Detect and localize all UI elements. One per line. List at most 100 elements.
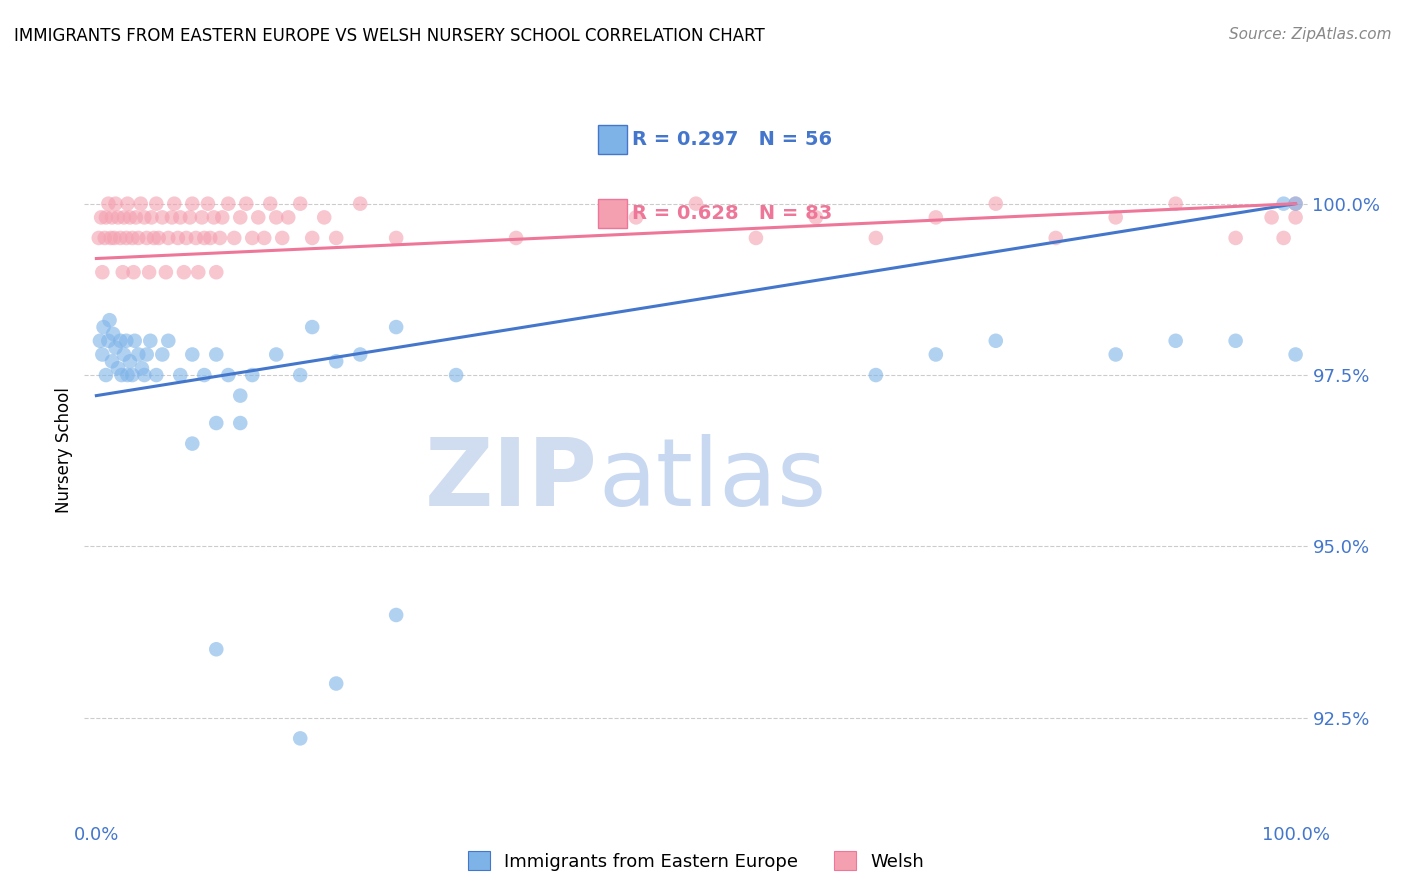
Point	[444, 368, 467, 382]
Point	[290, 196, 312, 211]
Point	[349, 347, 371, 361]
Point	[984, 334, 1007, 348]
Point	[197, 196, 219, 211]
Point	[1045, 231, 1067, 245]
Point	[141, 211, 163, 225]
Point	[385, 607, 408, 622]
Point	[325, 231, 347, 245]
Point	[87, 231, 110, 245]
Point	[135, 347, 157, 361]
Point	[193, 368, 215, 382]
Point	[127, 347, 149, 361]
Point	[101, 354, 124, 368]
Point	[205, 642, 228, 657]
Legend: Immigrants from Eastern Europe, Welsh: Immigrants from Eastern Europe, Welsh	[468, 852, 924, 871]
Point	[127, 231, 149, 245]
Point	[111, 265, 134, 279]
Point	[385, 231, 408, 245]
Point	[167, 231, 190, 245]
Point	[240, 368, 263, 382]
Text: R = 0.628   N = 83: R = 0.628 N = 83	[633, 204, 832, 223]
Point	[925, 211, 948, 225]
Point	[301, 231, 323, 245]
Point	[211, 211, 233, 225]
Point	[200, 231, 222, 245]
Point	[181, 436, 204, 450]
Point	[101, 326, 124, 341]
Point	[157, 231, 180, 245]
Point	[148, 231, 170, 245]
Point	[125, 211, 148, 225]
Point	[865, 231, 887, 245]
Point	[173, 265, 195, 279]
Point	[94, 211, 117, 225]
Point	[325, 354, 347, 368]
Text: Source: ZipAtlas.com: Source: ZipAtlas.com	[1229, 27, 1392, 42]
Point	[104, 196, 127, 211]
Point	[277, 211, 299, 225]
Point	[117, 368, 139, 382]
Point	[160, 211, 183, 225]
Point	[145, 196, 167, 211]
FancyBboxPatch shape	[598, 125, 627, 154]
Point	[253, 231, 276, 245]
Text: IMMIGRANTS FROM EASTERN EUROPE VS WELSH NURSERY SCHOOL CORRELATION CHART: IMMIGRANTS FROM EASTERN EUROPE VS WELSH …	[14, 27, 765, 45]
Point	[135, 231, 157, 245]
Point	[150, 347, 173, 361]
Point	[117, 196, 139, 211]
Point	[97, 196, 120, 211]
Point	[157, 334, 180, 348]
Point	[1272, 231, 1295, 245]
Point	[865, 368, 887, 382]
Point	[264, 211, 287, 225]
Point	[1164, 196, 1187, 211]
Point	[174, 231, 197, 245]
Y-axis label: Nursery School: Nursery School	[55, 387, 73, 514]
Point	[169, 211, 191, 225]
Point	[1284, 196, 1306, 211]
Point	[118, 211, 141, 225]
Point	[624, 211, 647, 225]
Point	[110, 334, 132, 348]
Point	[1284, 211, 1306, 225]
Text: atlas: atlas	[598, 434, 827, 526]
Text: ZIP: ZIP	[425, 434, 598, 526]
Point	[107, 211, 129, 225]
Point	[224, 231, 246, 245]
Point	[115, 334, 138, 348]
Point	[229, 389, 252, 403]
Point	[1284, 196, 1306, 211]
Point	[91, 265, 114, 279]
Point	[1260, 211, 1282, 225]
Point	[90, 211, 112, 225]
Point	[103, 231, 125, 245]
Point	[1225, 334, 1247, 348]
Point	[290, 368, 312, 382]
Point	[115, 231, 138, 245]
Point	[217, 196, 239, 211]
Point	[124, 334, 146, 348]
Text: R = 0.297   N = 56: R = 0.297 N = 56	[633, 130, 832, 149]
Point	[139, 334, 162, 348]
Point	[385, 320, 408, 334]
Point	[138, 265, 160, 279]
Point	[505, 231, 527, 245]
Point	[181, 347, 204, 361]
Point	[745, 231, 768, 245]
Point	[150, 211, 173, 225]
Point	[142, 231, 165, 245]
Point	[134, 368, 156, 382]
Point	[93, 320, 115, 334]
Point	[1284, 347, 1306, 361]
Point	[301, 320, 323, 334]
Point	[1105, 347, 1128, 361]
Point	[184, 231, 207, 245]
Point	[112, 347, 135, 361]
Point	[193, 231, 215, 245]
Point	[247, 211, 270, 225]
Point	[100, 231, 122, 245]
Point	[179, 211, 201, 225]
Point	[235, 196, 257, 211]
Point	[121, 368, 143, 382]
Point	[229, 211, 252, 225]
